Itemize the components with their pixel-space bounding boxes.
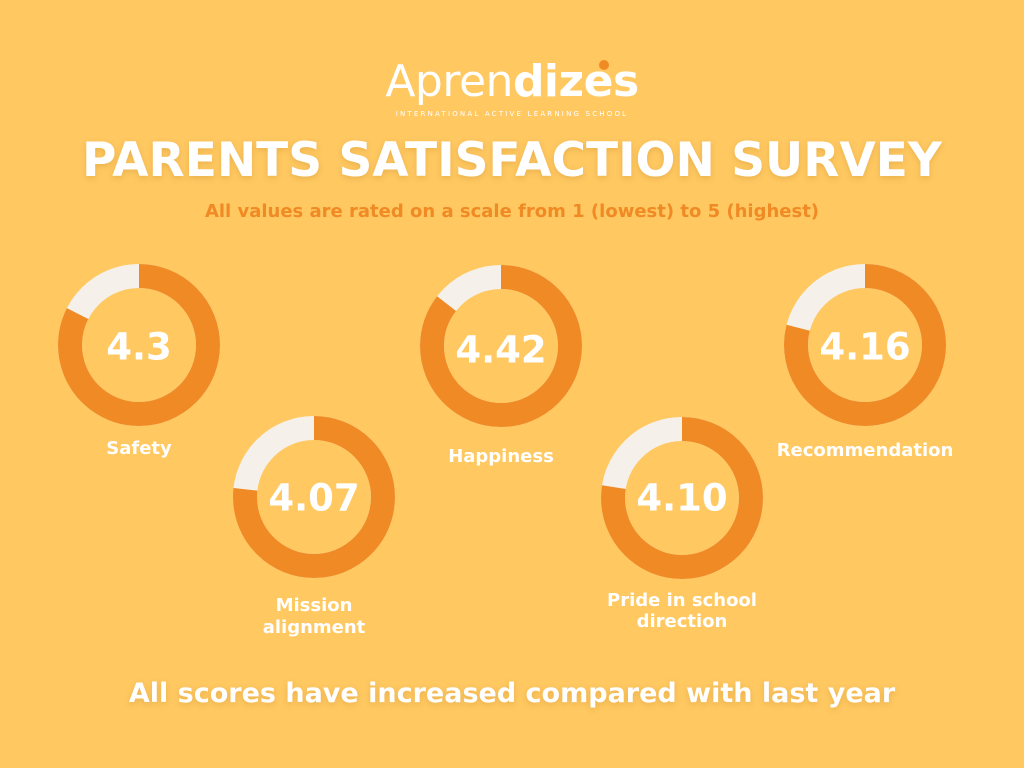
donut-5: 4.16 Recommendation <box>777 264 954 461</box>
brand-wordmark: Aprendizes <box>385 56 639 108</box>
donut-category-label: Safety <box>106 438 172 459</box>
brand-logo: Aprendizes <box>0 56 1024 108</box>
donut-1: 4.3 Safety <box>58 264 220 459</box>
donut-value-arc <box>601 417 763 579</box>
page-title: PARENTS SATISFACTION SURVEY <box>82 133 942 188</box>
donut-category-label: Pride in school direction <box>607 590 757 632</box>
brand-tagline: INTERNATIONAL ACTIVE LEARNING SCHOOL <box>395 110 629 118</box>
donut-value-arc <box>420 265 582 427</box>
brand-name-light: Apren <box>385 56 513 107</box>
donut-value-label: 4.10 <box>636 477 727 520</box>
donut-3: 4.42 Happiness <box>420 265 582 467</box>
donut-category-label: Recommendation <box>777 440 954 461</box>
donut-value-arc <box>233 416 395 578</box>
donut-2: 4.07 Mission alignment <box>233 416 395 638</box>
donut-value-label: 4.42 <box>455 329 546 372</box>
brand-dot-icon <box>599 60 610 70</box>
donut-value-label: 4.07 <box>268 477 359 520</box>
donut-value-label: 4.3 <box>106 326 172 369</box>
donut-4: 4.10 Pride in school direction <box>601 417 763 632</box>
donut-category-label: Happiness <box>448 446 554 467</box>
donut-value-label: 4.16 <box>819 326 910 369</box>
page-subtitle: All values are rated on a scale from 1 (… <box>204 201 820 222</box>
donut-value-arc <box>784 264 946 426</box>
footer-note: All scores have increased compared with … <box>128 678 896 709</box>
donut-category-label: Mission alignment <box>263 595 366 638</box>
brand-name-bold: dizes <box>512 56 639 107</box>
donut-value-arc <box>58 264 220 426</box>
